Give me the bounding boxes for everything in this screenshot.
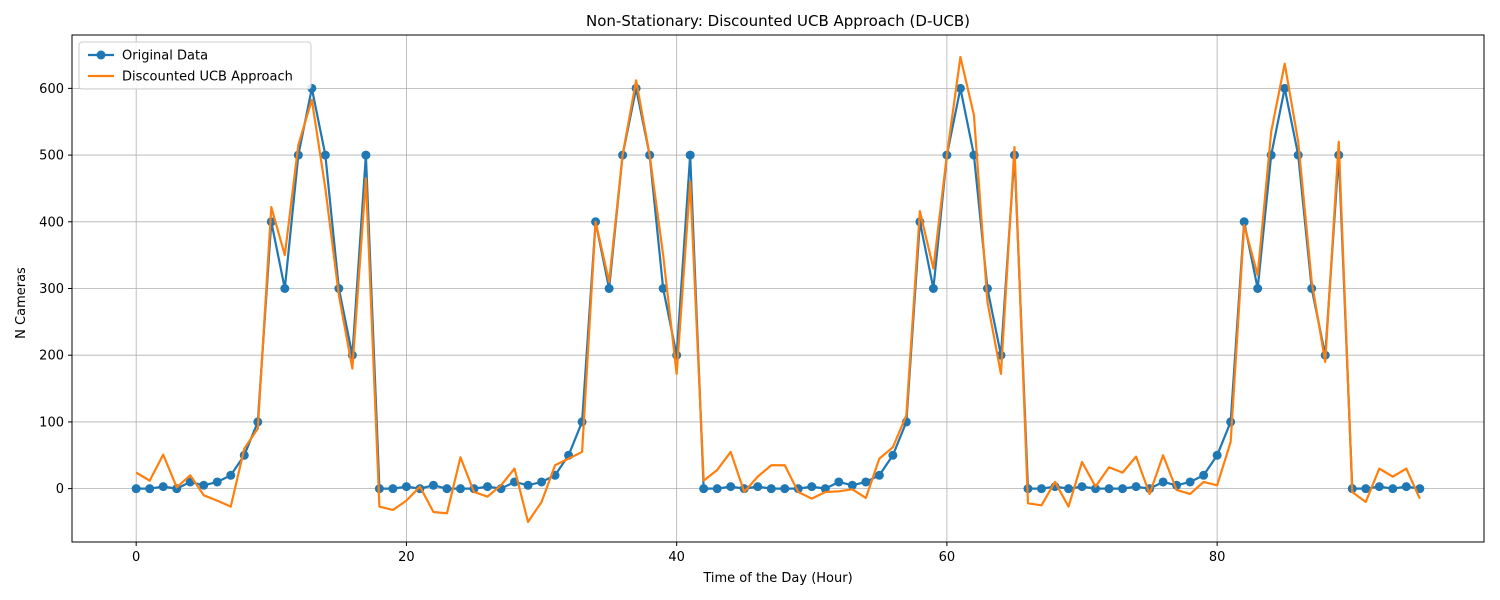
data-point <box>280 284 290 293</box>
data-point <box>361 150 371 160</box>
data-point <box>1036 484 1046 494</box>
data-point <box>1104 484 1114 494</box>
data-point <box>226 470 236 480</box>
y-tick-label: 500 <box>39 149 64 164</box>
data-point <box>482 482 492 492</box>
series-layer <box>131 55 1425 524</box>
data-point <box>874 470 884 480</box>
legend-box <box>78 41 312 90</box>
data-point <box>1415 484 1425 494</box>
chart-title: Non-Stationary: Discounted UCB Approach … <box>586 12 970 30</box>
y-tick-label: 600 <box>39 82 64 97</box>
data-point <box>1064 484 1074 494</box>
data-point <box>320 150 330 160</box>
data-point <box>604 284 614 293</box>
series-line-2 <box>135 55 1421 524</box>
data-point <box>199 480 209 490</box>
data-point <box>158 482 168 492</box>
data-point <box>1185 477 1195 487</box>
data-point <box>861 477 871 487</box>
data-point <box>1239 217 1249 227</box>
data-point <box>1401 482 1411 492</box>
data-point <box>1091 484 1101 494</box>
x-tick-label: 60 <box>939 550 956 565</box>
data-point <box>442 484 452 494</box>
data-point <box>537 477 547 487</box>
legend-label: Discounted UCB Approach <box>122 70 293 85</box>
data-point <box>428 480 438 490</box>
data-point <box>577 417 587 427</box>
y-tick-label: 400 <box>39 215 64 230</box>
data-point <box>212 477 222 487</box>
legend: Original Data Discounted UCB Approach <box>78 41 312 90</box>
data-point <box>1212 450 1222 460</box>
x-tick-label: 80 <box>1209 550 1226 565</box>
data-point <box>685 150 695 160</box>
data-point <box>1361 484 1371 494</box>
data-point <box>1077 482 1087 492</box>
data-point <box>1253 284 1263 293</box>
data-point <box>699 484 709 494</box>
data-point <box>1374 482 1384 492</box>
axes: 0 20 40 60 80 0 100 200 300 400 500 600 <box>39 34 1485 565</box>
x-tick-label: 20 <box>398 550 415 565</box>
data-point <box>780 484 790 494</box>
legend-label: Original Data <box>122 49 208 64</box>
data-point <box>145 484 155 494</box>
y-tick-label: 100 <box>39 415 64 430</box>
data-point <box>455 484 465 494</box>
series-2 <box>135 55 1421 524</box>
x-tick-label: 0 <box>132 550 140 565</box>
data-point <box>753 482 763 492</box>
data-point <box>834 477 844 487</box>
y-tick-label: 200 <box>39 349 64 364</box>
data-point <box>955 83 965 93</box>
y-tick-label: 0 <box>56 482 64 497</box>
data-point <box>807 482 817 492</box>
data-point <box>388 484 398 494</box>
y-tick-label: 300 <box>39 282 64 297</box>
x-tick-label: 40 <box>668 550 685 565</box>
legend-entry-2: Discounted UCB Approach <box>88 70 293 85</box>
data-point <box>658 284 668 293</box>
data-point <box>1118 484 1128 494</box>
legend-marker <box>96 50 106 60</box>
y-axis-label: N Cameras <box>14 267 29 339</box>
data-point <box>401 482 411 492</box>
data-point <box>888 450 898 460</box>
data-point <box>1131 482 1141 492</box>
data-point <box>766 484 776 494</box>
data-point <box>1158 477 1168 487</box>
data-point <box>726 482 736 492</box>
data-point <box>1388 484 1398 494</box>
data-point <box>1280 83 1290 93</box>
legend-entry-1: Original Data <box>88 49 208 64</box>
data-point <box>131 484 141 494</box>
x-axis-label: Time of the Day (Hour) <box>702 571 852 586</box>
data-point <box>712 484 722 494</box>
data-point <box>523 480 533 490</box>
data-point <box>1199 470 1209 480</box>
data-point <box>847 480 857 490</box>
data-point <box>928 284 938 293</box>
